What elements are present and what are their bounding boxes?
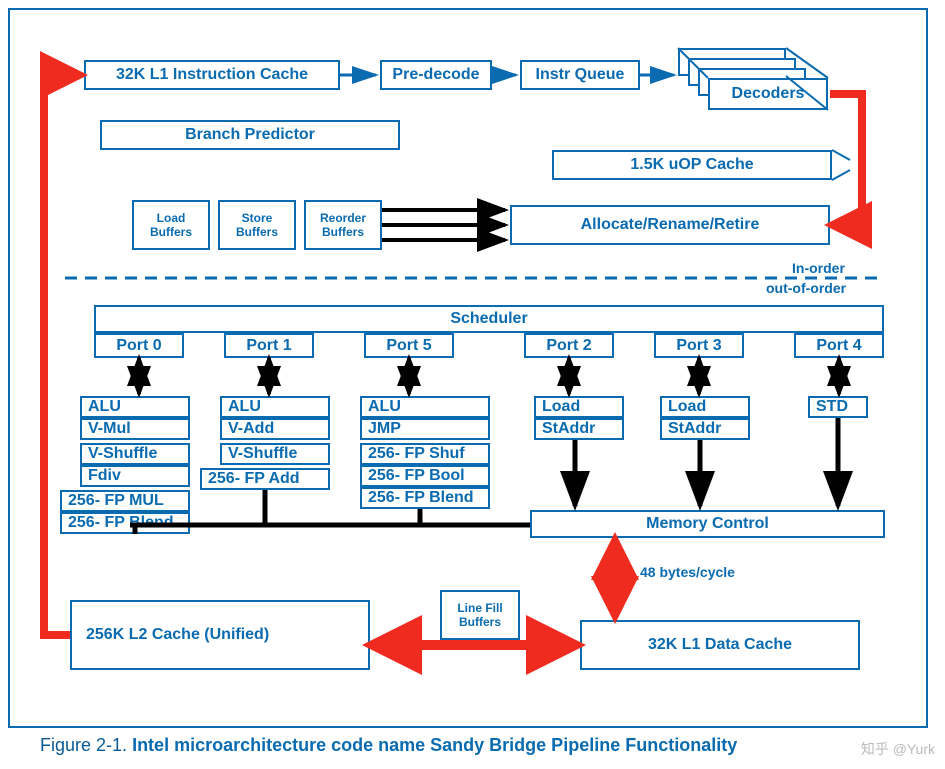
port4-std: STD	[808, 396, 868, 418]
instr-queue-box: Instr Queue	[520, 60, 640, 90]
predecode-box: Pre-decode	[380, 60, 492, 90]
branch-predictor-box: Branch Predictor	[100, 120, 400, 150]
port5-box: Port 5	[364, 333, 454, 358]
figure-title: Intel microarchitecture code name Sandy …	[132, 735, 737, 755]
port0-vshuffle: V-Shuffle	[80, 443, 190, 465]
port2-box: Port 2	[524, 333, 614, 358]
l1-dcache-box: 32K L1 Data Cache	[580, 620, 860, 670]
reorder-buffers-box: Reorder Buffers	[304, 200, 382, 250]
memory-control-box: Memory Control	[530, 510, 885, 538]
watermark: 知乎 @Yurk	[861, 739, 935, 759]
port5-fpblend: 256- FP Blend	[360, 487, 490, 509]
l2-cache-box: 256K L2 Cache (Unified)	[70, 600, 370, 670]
port5-alu: ALU	[360, 396, 490, 418]
port3-box: Port 3	[654, 333, 744, 358]
port0-box: Port 0	[94, 333, 184, 358]
port3-load: Load	[660, 396, 750, 418]
port1-alu: ALU	[220, 396, 330, 418]
port4-box: Port 4	[794, 333, 884, 358]
port1-vshuffle: V-Shuffle	[220, 443, 330, 465]
port1-vadd: V-Add	[220, 418, 330, 440]
uop-cache-box: 1.5K uOP Cache	[552, 150, 832, 180]
port1-fpadd: 256- FP Add	[200, 468, 330, 490]
in-order-label: In-order	[792, 260, 845, 276]
port2-load: Load	[534, 396, 624, 418]
bandwidth-label: 48 bytes/cycle	[640, 564, 735, 580]
port5-fpbool: 256- FP Bool	[360, 465, 490, 487]
out-of-order-label: out-of-order	[766, 280, 846, 296]
l1-icache-box: 32K L1 Instruction Cache	[84, 60, 340, 90]
port2-staddr: StAddr	[534, 418, 624, 440]
scheduler-box: Scheduler	[94, 305, 884, 333]
port0-vmul: V-Mul	[80, 418, 190, 440]
allocate-rename-retire-box: Allocate/Rename/Retire	[510, 205, 830, 245]
port5-fpshuf: 256- FP Shuf	[360, 443, 490, 465]
port0-fpmul: 256- FP MUL	[60, 490, 190, 512]
figure-number: Figure 2-1.	[40, 735, 127, 755]
figure-caption: Figure 2-1. Intel microarchitecture code…	[40, 735, 737, 756]
port5-jmp: JMP	[360, 418, 490, 440]
store-buffers-box: Store Buffers	[218, 200, 296, 250]
decoder-box-4: Decoders	[708, 78, 828, 110]
port0-alu: ALU	[80, 396, 190, 418]
port0-fpblend: 256- FP Blend	[60, 512, 190, 534]
port3-staddr: StAddr	[660, 418, 750, 440]
load-buffers-box: Load Buffers	[132, 200, 210, 250]
port0-fdiv: Fdiv	[80, 465, 190, 487]
line-fill-buffers-box: Line Fill Buffers	[440, 590, 520, 640]
port1-box: Port 1	[224, 333, 314, 358]
